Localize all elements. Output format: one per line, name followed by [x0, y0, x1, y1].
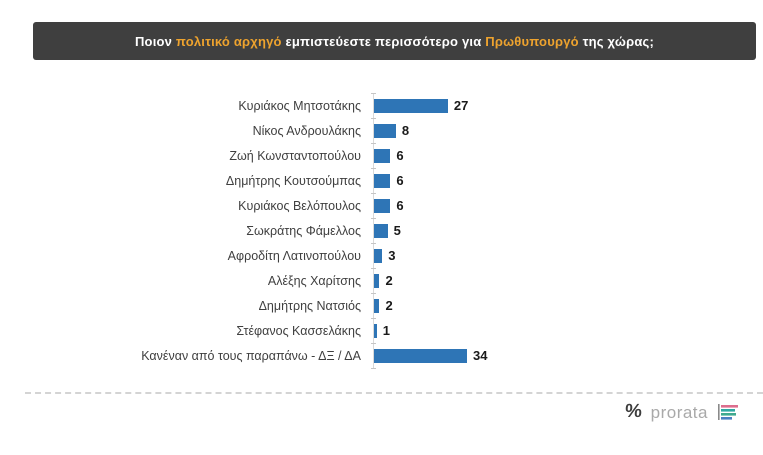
chart-row: Στέφανος Κασσελάκης 1 [0, 318, 763, 343]
bar [374, 298, 380, 313]
bar [374, 323, 377, 338]
bar [374, 273, 380, 288]
category-label: Ζωή Κωνσταντοπούλου [229, 148, 361, 163]
category-label: Κυριάκος Μητσοτάκης [238, 98, 361, 113]
bar-cell: 6 [373, 168, 763, 193]
bar-cell: 3 [373, 243, 763, 268]
bar [374, 248, 383, 263]
bar-cell: 8 [373, 118, 763, 143]
value-label: 2 [385, 273, 393, 288]
bar-chart: Κυριάκος Μητσοτάκης 27 Νίκος Ανδρουλάκης 8 Ζ… [0, 93, 763, 368]
chart-row: Κυριάκος Βελόπουλος 6 [0, 193, 763, 218]
bar-cell: 2 [373, 268, 763, 293]
chart-row: Δημήτρης Νατσιός 2 [0, 293, 763, 318]
bar-cell: 27 [373, 93, 763, 118]
value-label: 2 [385, 298, 393, 313]
bar [374, 198, 391, 213]
bar-cell: 34 [373, 343, 763, 368]
chart-row: Ζωή Κωνσταντοπούλου 6 [0, 143, 763, 168]
value-label: 6 [396, 148, 404, 163]
percent-icon: % [624, 401, 643, 422]
bar [374, 123, 396, 138]
chart-row: Κυριάκος Μητσοτάκης 27 [0, 93, 763, 118]
value-label: 8 [401, 123, 410, 138]
category-label: Αφροδίτη Λατινοπούλου [227, 248, 361, 263]
question-segment: Ποιον [134, 33, 176, 49]
category-label: Νίκος Ανδρουλάκης [252, 123, 361, 138]
chart-row: Αφροδίτη Λατινοπούλου 3 [0, 243, 763, 268]
bar-cell: 2 [373, 293, 763, 318]
category-label: Αλέξης Χαρίτσης [267, 273, 361, 288]
category-label: Σωκράτης Φάμελλος [246, 223, 361, 238]
bar [374, 223, 388, 238]
value-label: 5 [393, 223, 401, 238]
bar [374, 173, 391, 188]
chart-row: Κανέναν από τους παραπάνω - ΔΞ / ΔΑ 34 [0, 343, 763, 368]
category-label: Δημήτρης Κουτσούμπας [225, 173, 361, 188]
bar-cell: 6 [373, 193, 763, 218]
value-label: 3 [388, 248, 396, 263]
chart-row: Δημήτρης Κουτσούμπας 6 [0, 168, 763, 193]
value-label: 6 [396, 198, 404, 213]
category-label: Κυριάκος Βελόπουλος [238, 198, 361, 213]
chart-row: Νίκος Ανδρουλάκης 8 [0, 118, 763, 143]
question-segment: της χώρας; [578, 33, 655, 49]
bar [374, 98, 448, 113]
bar [374, 348, 467, 363]
bar-cell: 6 [373, 143, 763, 168]
chart-row: Σωκράτης Φάμελλος 5 [0, 218, 763, 243]
question-banner: Ποιον πολιτικό αρχηγό εμπιστεύεστε περισ… [33, 22, 756, 60]
bar-cell: 5 [373, 218, 763, 243]
chart-row: Αλέξης Χαρίτσης 2 [0, 268, 763, 293]
dashed-divider [25, 392, 763, 394]
logo-text: prorata [650, 402, 708, 422]
prorata-logo: % prorata [624, 401, 739, 423]
question-segment: εμπιστεύεστε περισσότερο για [281, 33, 486, 49]
value-label: 34 [473, 348, 488, 363]
category-label: Κανέναν από τους παραπάνω - ΔΞ / ΔΑ [141, 348, 361, 363]
value-label: 27 [453, 98, 469, 113]
value-label: 1 [382, 323, 390, 338]
value-label: 6 [396, 173, 404, 188]
question-highlight: πολιτικό αρχηγό [175, 33, 282, 49]
category-label: Δημήτρης Νατσιός [258, 298, 361, 313]
bar [374, 148, 391, 163]
question-text: Ποιον πολιτικό αρχηγό εμπιστεύεστε περισ… [135, 34, 654, 49]
mini-barchart-icon [718, 403, 738, 420]
bar-cell: 1 [373, 318, 763, 343]
question-highlight: Πρωθυπουργό [485, 33, 579, 49]
category-label: Στέφανος Κασσελάκης [236, 323, 361, 338]
